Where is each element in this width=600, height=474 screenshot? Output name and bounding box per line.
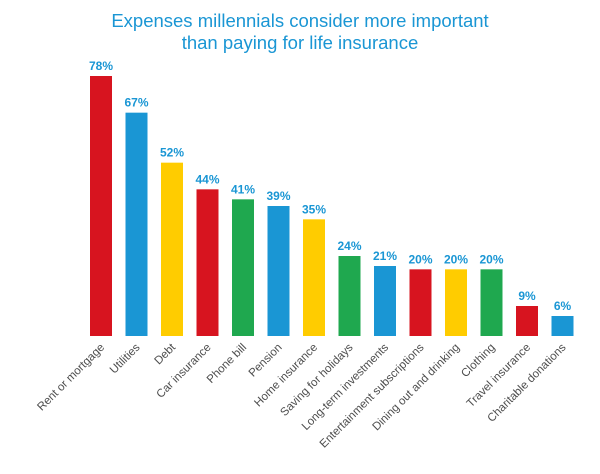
bar-clothing (480, 269, 503, 336)
bar-debt (161, 162, 183, 336)
tick-label-debt: Debt (152, 341, 178, 367)
value-label-rent-or-mortgage: 78% (89, 59, 113, 73)
bar-phone-bill (232, 199, 254, 336)
value-label-home-insurance: 35% (302, 202, 326, 216)
value-label-entertainment-subscriptions: 20% (408, 252, 432, 266)
bar-charitable-donations (551, 316, 574, 336)
value-labels-group: 78% 67% 52% 44% 41% 39% 35% 24% 21% 20% 20% 20% 9% 6% (89, 59, 572, 313)
value-label-utilities: 67% (124, 96, 148, 110)
bar-utilities (125, 112, 148, 337)
bar-dining-out-and-drinking (445, 269, 467, 336)
bar-entertainment-subscriptions (409, 269, 432, 336)
tick-label-home-insurance: Home insurance (252, 342, 320, 410)
bar-travel-insurance (516, 306, 538, 336)
chart-title-line-2: than paying for life insurance (181, 32, 419, 53)
bars-group (90, 76, 574, 337)
value-label-travel-insurance: 9% (518, 289, 536, 303)
value-label-car-insurance: 44% (195, 172, 219, 186)
value-label-phone-bill: 41% (231, 182, 255, 196)
bar-pension (267, 206, 290, 336)
value-label-dining-out-and-drinking: 20% (444, 252, 468, 266)
value-label-charitable-donations: 6% (554, 299, 572, 313)
value-label-long-term-investments: 21% (373, 249, 397, 263)
bar-rent-or-mortgage (90, 76, 112, 336)
value-label-clothing: 20% (479, 252, 503, 266)
bar-car-insurance (196, 189, 219, 336)
tick-label-utilities: Utilities (108, 341, 143, 376)
tick-label-travel-insurance: Travel insurance (465, 342, 533, 410)
chart-title: Expenses millennials consider more impor… (0, 10, 600, 54)
value-label-debt: 52% (160, 146, 184, 160)
bar-long-term-investments (374, 266, 396, 336)
tick-label-rent-or-mortgage: Rent or mortgage (35, 342, 107, 414)
bar-saving-for-holidays (338, 256, 361, 336)
chart-title-line-1: Expenses millennials consider more impor… (111, 10, 489, 31)
value-label-pension: 39% (266, 189, 290, 203)
bar-home-insurance (303, 219, 325, 336)
value-label-saving-for-holidays: 24% (337, 239, 361, 253)
